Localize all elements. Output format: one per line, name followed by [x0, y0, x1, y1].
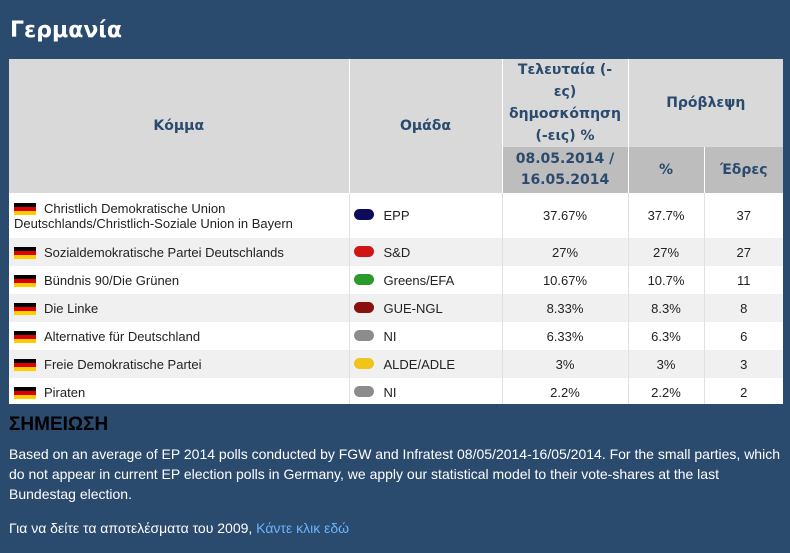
- group-cell: S&D: [348, 238, 502, 266]
- group-color-pill-icon: [353, 329, 374, 341]
- germany-flag-icon: [14, 274, 36, 287]
- forecast-seats-cell: 2: [703, 378, 783, 404]
- party-cell: Sozialdemokratische Partei Deutschlands: [9, 238, 349, 266]
- note-title: ΣΗΜΕΙΩΣΗ: [9, 414, 109, 435]
- table-row: Christlich Demokratische Union Deutschla…: [9, 193, 783, 238]
- germany-flag-icon: [14, 202, 36, 215]
- results-link[interactable]: Κάντε κλικ εδώ: [256, 520, 350, 536]
- germany-flag-icon: [14, 386, 36, 399]
- table-row: Piraten NI 2.2% 2.2% 2: [9, 378, 783, 404]
- party-cell: Piraten: [9, 378, 349, 404]
- germany-flag-icon: [14, 302, 36, 315]
- forecast-seats-header: Έδρες: [703, 147, 783, 193]
- group-cell: NI: [348, 378, 502, 404]
- latest-poll-column-header: Τελευταία (-ες) δημοσκόπηση (-εις) %: [501, 59, 628, 147]
- forecast-seats-cell: 37: [703, 193, 783, 238]
- table-row: Bündnis 90/Die Grünen Greens/EFA 10.67% 10.…: [9, 266, 783, 294]
- forecast-pct-cell: 8.3%: [627, 294, 704, 322]
- party-name: Sozialdemokratische Partei Deutschlands: [44, 244, 284, 260]
- group-name: NI: [383, 328, 397, 344]
- group-name: ALDE/ADLE: [383, 356, 456, 372]
- group-color-pill-icon: [353, 385, 374, 397]
- forecast-seats-cell: 3: [703, 350, 783, 378]
- forecast-pct-cell: 6.3%: [627, 322, 704, 350]
- group-color-pill-icon: [353, 357, 374, 369]
- forecast-column-header: Πρόβλεψη: [627, 59, 783, 147]
- forecast-table: Κόμμα Ομάδα Τελευταία (-ες) δημοσκόπηση …: [9, 59, 783, 404]
- group-cell: Greens/EFA: [348, 266, 502, 294]
- group-cell: EPP: [348, 193, 502, 238]
- table-row: Sozialdemokratische Partei Deutschlands S…: [9, 238, 783, 266]
- group-name: NI: [383, 384, 397, 400]
- germany-flag-icon: [14, 358, 36, 371]
- party-name: Christlich Demokratische Union Deutschla…: [14, 200, 293, 231]
- group-name: S&D: [383, 244, 411, 260]
- group-color-pill-icon: [353, 273, 374, 285]
- page-title: Γερμανία: [10, 18, 122, 43]
- poll-value-cell: 37.67%: [501, 193, 628, 238]
- forecast-pct-cell: 37.7%: [627, 193, 704, 238]
- table-body: Christlich Demokratische Union Deutschla…: [9, 193, 783, 404]
- group-cell: GUE-NGL: [348, 294, 502, 322]
- group-name: Greens/EFA: [383, 272, 455, 288]
- party-cell: Freie Demokratische Partei: [9, 350, 349, 378]
- poll-value-cell: 2.2%: [501, 378, 628, 404]
- forecast-seats-cell: 8: [703, 294, 783, 322]
- forecast-table-container[interactable]: Κόμμα Ομάδα Τελευταία (-ες) δημοσκόπηση …: [9, 59, 783, 404]
- forecast-seats-cell: 6: [703, 322, 783, 350]
- table-row: Alternative für Deutschland NI 6.33% 6.3% 6: [9, 322, 783, 350]
- forecast-pct-cell: 10.7%: [627, 266, 704, 294]
- group-cell: NI: [348, 322, 502, 350]
- group-color-pill-icon: [353, 245, 374, 257]
- table-row: Die Linke GUE-NGL 8.33% 8.3% 8: [9, 294, 783, 322]
- forecast-seats-cell: 11: [703, 266, 783, 294]
- poll-value-cell: 27%: [501, 238, 628, 266]
- party-cell: Christlich Demokratische Union Deutschla…: [9, 193, 349, 238]
- note-body: Based on an average of EP 2014 polls con…: [9, 446, 780, 502]
- poll-value-cell: 10.67%: [501, 266, 628, 294]
- group-color-pill-icon: [353, 209, 374, 220]
- forecast-pct-cell: 2.2%: [627, 378, 704, 404]
- party-name: Freie Demokratische Partei: [44, 356, 202, 372]
- group-color-pill-icon: [353, 301, 374, 313]
- party-cell: Die Linke: [9, 294, 349, 322]
- party-cell: Alternative für Deutschland: [9, 322, 349, 350]
- party-name: Bündnis 90/Die Grünen: [44, 272, 180, 288]
- poll-value-cell: 6.33%: [501, 322, 628, 350]
- forecast-seats-cell: 27: [703, 238, 783, 266]
- forecast-pct-header: %: [627, 147, 704, 193]
- party-name: Die Linke: [44, 300, 99, 316]
- germany-flag-icon: [14, 330, 36, 343]
- forecast-pct-cell: 27%: [627, 238, 704, 266]
- poll-value-cell: 8.33%: [501, 294, 628, 322]
- party-cell: Bündnis 90/Die Grünen: [9, 266, 349, 294]
- group-column-header: Ομάδα: [348, 59, 502, 193]
- party-column-header: Κόμμα: [9, 59, 349, 193]
- poll-value-cell: 3%: [501, 350, 628, 378]
- table-row: Freie Demokratische Partei ALDE/ADLE 3% 3% 3: [9, 350, 783, 378]
- group-name: GUE-NGL: [383, 300, 443, 316]
- party-name: Alternative für Deutschland: [44, 328, 201, 344]
- party-name: Piraten: [44, 384, 86, 400]
- results-text: Για να δείτε τα αποτελέσματα του 2009,: [9, 520, 253, 536]
- germany-flag-icon: [14, 246, 36, 259]
- results-line: Για να δείτε τα αποτελέσματα του 2009, Κ…: [9, 520, 349, 536]
- group-cell: ALDE/ADLE: [348, 350, 502, 378]
- poll-dates-header: 08.05.2014 / 16.05.2014: [501, 147, 628, 193]
- forecast-pct-cell: 3%: [627, 350, 704, 378]
- group-name: EPP: [383, 208, 410, 223]
